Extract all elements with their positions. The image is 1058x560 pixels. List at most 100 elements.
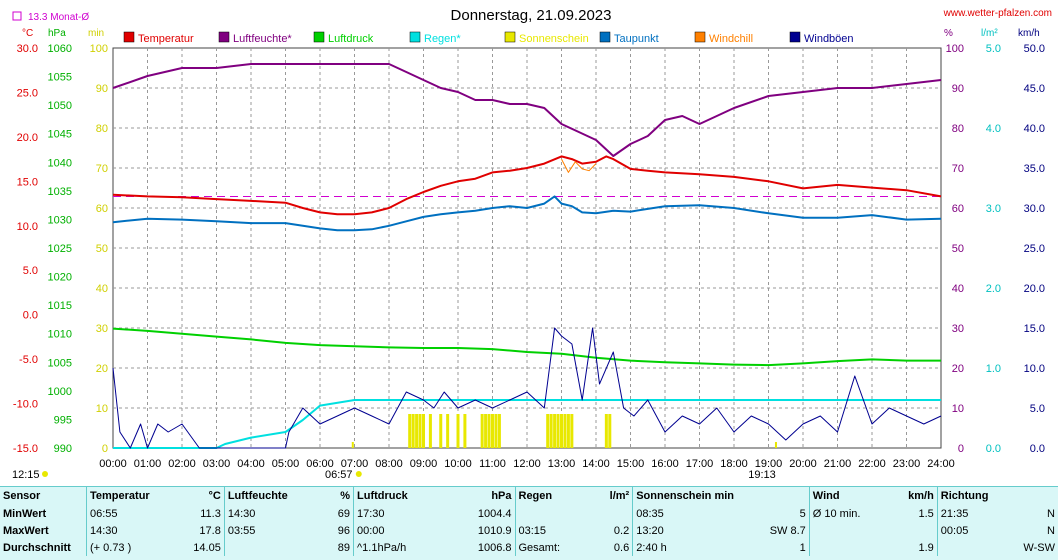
x-axis-tick: 00:00 <box>99 458 127 470</box>
x-axis-tick: 08:00 <box>375 458 403 470</box>
wind-axis-tick: 25.0 <box>1024 243 1045 255</box>
site-link[interactable]: www.wetter-pfalzen.com <box>943 8 1052 19</box>
chart-legend: Temperatur Luftfeuchte* Luftdruck Regen* Son… <box>123 31 854 45</box>
sunrise-icon <box>355 471 362 477</box>
stats-cell-time <box>808 522 901 539</box>
stats-cell-time: 00:05 <box>936 522 995 539</box>
stats-header-unit: km/h <box>908 490 934 502</box>
percent-axis-tick: 90 <box>952 83 964 95</box>
legend-label: Windböen <box>804 33 854 45</box>
stats-header-unit: l/m² <box>609 490 630 502</box>
x-axis-tick: 14:00 <box>582 458 610 470</box>
stats-cell-time <box>808 539 901 556</box>
sunrise-tick <box>351 442 354 448</box>
sunshine-bar <box>422 414 425 448</box>
stats-cell-value: 1.9 <box>918 541 934 554</box>
stats-cell-time <box>223 539 308 556</box>
stats-cell-value: 11.3 <box>200 507 221 520</box>
temp-axis-tick: 5.0 <box>23 265 38 277</box>
stats-header: Sonnenschein min <box>632 487 810 505</box>
legend-label: Regen* <box>424 33 461 45</box>
x-axis-tick: 23:00 <box>893 458 921 470</box>
minutes-axis-tick: 20 <box>96 363 108 375</box>
legend-item: Luftdruck <box>313 31 374 45</box>
minutes-axis-tick: 60 <box>96 203 108 215</box>
x-axis-tick: 06:00 <box>306 458 334 470</box>
stats-header-sensor: Sensor <box>3 490 41 502</box>
pressure-axis-tick: 1010 <box>48 329 72 341</box>
rain-axis-tick: 3.0 <box>986 203 1001 215</box>
series-line-regen <box>113 399 941 449</box>
legend-swatch <box>218 31 230 43</box>
stats-header-label: Sonnenschein min <box>636 490 735 502</box>
stats-grid: Sensor Temperatur °C Luftfeuchte% Luftdruck h… <box>0 487 1058 556</box>
x-axis-tick: 17:00 <box>686 458 714 470</box>
stats-cell-value: 96 <box>337 524 350 537</box>
rain-axis-tick: 5.0 <box>986 43 1001 55</box>
legend-swatch <box>409 31 421 43</box>
x-axis-tick: 03:00 <box>203 458 231 470</box>
chart-axes: 30.0 25.0 20.0 15.0 10.0 5.0 0.0 -5.0 -10.0 -15.0… <box>13 43 1045 470</box>
percent-axis-tick: 70 <box>952 163 964 175</box>
stats-cell-value: 14.05 <box>193 541 221 554</box>
sunshine-bar <box>446 414 450 448</box>
month-average-text: 13.3 Monat-Ø <box>28 12 89 23</box>
x-axis-tick: 12:00 <box>513 458 541 470</box>
stats-header-unit: °C <box>208 490 221 502</box>
pressure-axis-tick: 990 <box>54 443 72 455</box>
x-axis-tick: 18:00 <box>720 458 748 470</box>
sunshine-bar <box>608 414 612 448</box>
stats-cell-value <box>596 505 633 522</box>
stats-header-unit: % <box>340 490 350 502</box>
x-axis-tick: 11:00 <box>479 458 506 470</box>
sunshine-bar <box>415 414 419 448</box>
sunshine-bar <box>546 414 550 448</box>
sunshine-bar <box>411 414 415 448</box>
temp-axis-tick: 25.0 <box>17 87 38 99</box>
rain-axis-tick: 2.0 <box>986 283 1001 295</box>
stats-cell-time: 21:35 <box>936 505 995 522</box>
pressure-axis-tick: 1035 <box>48 186 72 198</box>
minutes-axis-tick: 90 <box>96 83 108 95</box>
wind-axis-tick: 10.0 <box>1024 363 1045 375</box>
temp-axis-tick: -10.0 <box>13 399 38 411</box>
legend-item: Taupunkt <box>599 31 659 45</box>
sunshine-bar <box>439 414 443 448</box>
minutes-axis-tick: 30 <box>96 323 108 335</box>
percent-axis-tick: 80 <box>952 123 964 135</box>
pressure-axis-tick: 1025 <box>48 243 72 255</box>
rain-axis-tick: 0.0 <box>986 443 1001 455</box>
statistics-table: Sensor Temperatur °C Luftfeuchte% Luftdruck h… <box>0 486 1058 560</box>
series-line-taupunkt <box>112 195 942 232</box>
stats-cell-value: N <box>1047 507 1055 520</box>
sunset-tick <box>774 442 777 448</box>
legend-label: Luftfeuchte* <box>233 33 292 45</box>
x-axis-tick: 09:00 <box>410 458 438 470</box>
legend-item: Sonnenschein <box>504 31 589 45</box>
stats-header-label: Regen <box>518 490 553 502</box>
stats-header-unit: hPa <box>491 490 512 502</box>
x-axis-tick: 20:00 <box>789 458 817 470</box>
stats-row: Durchschnitt (+ 0.73 ) 14.05 89 ^1.1hPa/h 100… <box>0 539 1058 556</box>
pressure-axis-tick: 995 <box>54 414 72 426</box>
wind-unit: km/h <box>1018 28 1040 39</box>
series-line-windböen <box>112 327 942 449</box>
stats-cell-time: 2:40 h <box>632 539 715 556</box>
sunshine-bar <box>418 414 422 448</box>
percent-axis-tick: 20 <box>952 363 964 375</box>
sunshine-bar <box>560 414 563 448</box>
sunrise-time: 06:57 <box>325 469 353 481</box>
stats-cell-value: 5 <box>799 507 806 520</box>
percent-axis-tick: 30 <box>952 323 964 335</box>
series-line-temperatur <box>112 155 942 216</box>
pressure-axis-tick: 1055 <box>48 72 72 84</box>
sunshine-bar <box>408 414 412 448</box>
stats-cell-time <box>936 539 995 556</box>
wind-axis-tick: 5.0 <box>1030 403 1045 415</box>
chart-grid <box>112 47 942 449</box>
stats-cell-value <box>901 522 938 539</box>
stats-header: Luftfeuchte% <box>223 487 354 505</box>
legend-swatch <box>504 31 516 43</box>
x-axis-tick: 21:00 <box>824 458 852 470</box>
temp-unit: °C <box>22 28 33 39</box>
